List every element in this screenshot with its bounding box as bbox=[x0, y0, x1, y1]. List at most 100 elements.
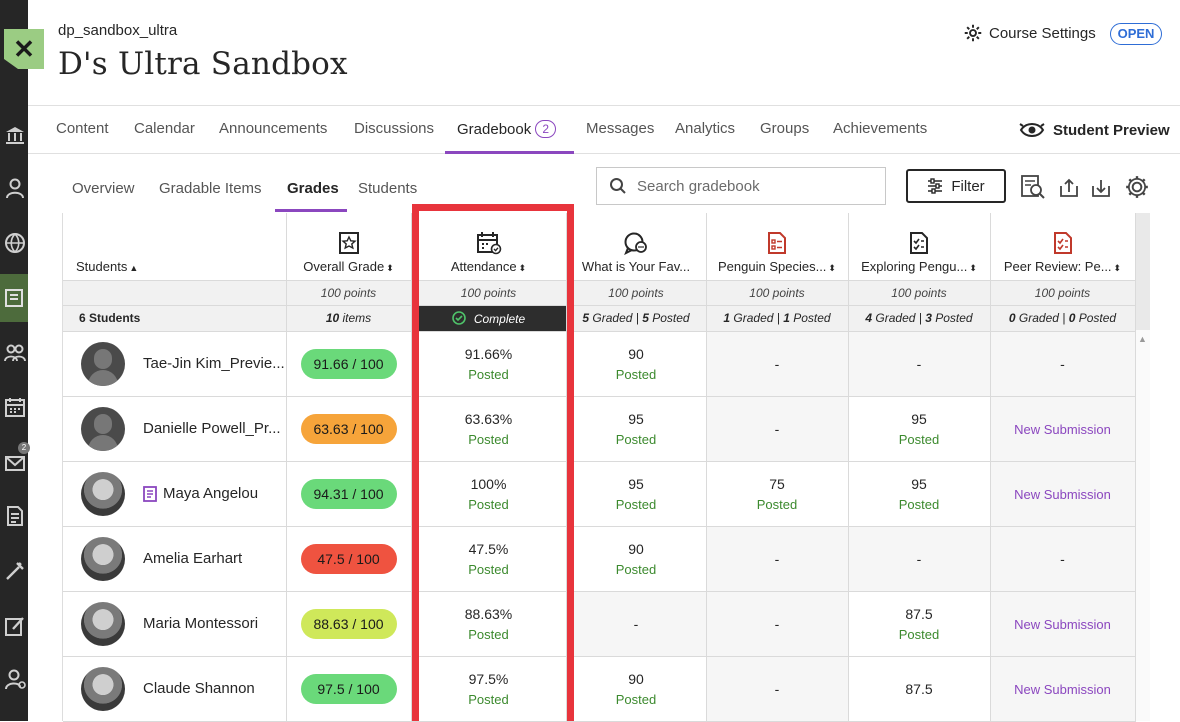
student-preview-button[interactable]: Student Preview bbox=[1019, 120, 1170, 140]
tab-messages[interactable]: Messages bbox=[586, 120, 655, 137]
student-name[interactable]: Danielle Powell_Pr... bbox=[143, 420, 281, 437]
grade-cell[interactable]: 75 Posted bbox=[706, 461, 849, 527]
subtab-gradable-items[interactable]: Gradable Items bbox=[159, 180, 262, 197]
download-icon[interactable] bbox=[1090, 174, 1112, 200]
grade-cell[interactable]: - bbox=[706, 591, 849, 657]
tab-discussions[interactable]: Discussions bbox=[354, 120, 435, 137]
grade-cell[interactable]: 87.5 Posted bbox=[848, 591, 991, 657]
tab-analytics[interactable]: Analytics bbox=[675, 120, 736, 137]
students-column-header[interactable]: Students ▲ bbox=[63, 213, 287, 281]
course-status-badge[interactable]: OPEN bbox=[1110, 23, 1162, 45]
grade-cell[interactable]: - bbox=[990, 526, 1136, 592]
grade-cell[interactable]: 97.5% Posted bbox=[411, 656, 567, 722]
overall-grade-cell[interactable]: 63.63 / 100 bbox=[286, 396, 412, 462]
grade-cell[interactable]: 47.5% Posted bbox=[411, 526, 567, 592]
exploring-penguins-column-header[interactable]: Exploring Pengu... ⬍ bbox=[848, 213, 991, 281]
export-icon[interactable] bbox=[1058, 174, 1080, 200]
student-cell[interactable]: Amelia Earhart bbox=[63, 526, 287, 592]
course-settings-button[interactable]: Course Settings bbox=[964, 24, 1096, 42]
grade-cell[interactable]: 95 Posted bbox=[848, 396, 991, 462]
calendar-icon[interactable] bbox=[4, 396, 26, 418]
grade-cell[interactable]: - bbox=[706, 396, 849, 462]
grade-cell[interactable]: 87.5 bbox=[848, 656, 991, 722]
globe-icon[interactable] bbox=[4, 232, 26, 254]
grade-cell[interactable]: 90 Posted bbox=[566, 331, 707, 397]
overall-grade-cell[interactable]: 47.5 / 100 bbox=[286, 526, 412, 592]
messages-icon[interactable] bbox=[4, 452, 26, 474]
overall-grade-pill[interactable]: 91.66 / 100 bbox=[300, 348, 397, 379]
grade-cell[interactable]: New Submission bbox=[990, 396, 1136, 462]
grade-cell[interactable]: 88.63% Posted bbox=[411, 591, 567, 657]
edit-icon[interactable] bbox=[4, 615, 26, 637]
grades-icon[interactable] bbox=[4, 505, 26, 527]
grade-cell[interactable]: 63.63% Posted bbox=[411, 396, 567, 462]
student-cell[interactable]: Maria Montessori bbox=[63, 591, 287, 657]
subtab-students[interactable]: Students bbox=[358, 180, 418, 197]
new-submission-link[interactable]: New Submission bbox=[1014, 616, 1111, 632]
subtab-overview[interactable]: Overview bbox=[72, 180, 135, 197]
new-submission-link[interactable]: New Submission bbox=[1014, 486, 1111, 502]
grade-cell[interactable]: 95 Posted bbox=[566, 396, 707, 462]
grade-cell[interactable]: - bbox=[990, 331, 1136, 397]
profile-icon[interactable] bbox=[4, 177, 26, 199]
grade-cell[interactable]: 100% Posted bbox=[411, 461, 567, 527]
overall-grade-pill[interactable]: 63.63 / 100 bbox=[300, 413, 397, 444]
grade-cell[interactable]: 95 Posted bbox=[566, 461, 707, 527]
tab-calendar[interactable]: Calendar bbox=[134, 120, 195, 137]
tab-achievements[interactable]: Achievements bbox=[833, 120, 928, 137]
groups-icon[interactable] bbox=[4, 342, 26, 364]
grade-cell[interactable]: New Submission bbox=[990, 461, 1136, 527]
grade-cell[interactable]: New Submission bbox=[990, 591, 1136, 657]
student-name[interactable]: Amelia Earhart bbox=[143, 550, 243, 567]
student-name[interactable]: Claude Shannon bbox=[143, 680, 255, 697]
grade-cell[interactable]: - bbox=[706, 526, 849, 592]
overall-grade-pill[interactable]: 94.31 / 100 bbox=[300, 478, 397, 509]
close-button[interactable]: ✕ bbox=[4, 29, 44, 69]
student-name[interactable]: Tae-Jin Kim_Previe... bbox=[143, 355, 285, 372]
overall-grade-cell[interactable]: 91.66 / 100 bbox=[286, 331, 412, 397]
institution-icon[interactable] bbox=[4, 124, 26, 146]
grade-cell[interactable]: - bbox=[848, 526, 991, 592]
student-cell[interactable]: Maya Angelou bbox=[63, 461, 287, 527]
scroll-up-arrow-icon[interactable]: ▲ bbox=[1138, 334, 1147, 344]
tools-icon[interactable] bbox=[4, 560, 26, 582]
attendance-complete-status[interactable]: Complete bbox=[411, 305, 567, 332]
grade-cell[interactable]: New Submission bbox=[990, 656, 1136, 722]
grade-cell[interactable]: 91.66% Posted bbox=[411, 331, 567, 397]
new-submission-link[interactable]: New Submission bbox=[1014, 681, 1111, 697]
student-cell[interactable]: Claude Shannon bbox=[63, 656, 287, 722]
tab-content[interactable]: Content bbox=[56, 120, 109, 137]
peer-review-column-header[interactable]: Peer Review: Pe... ⬍ bbox=[990, 213, 1136, 281]
overall-grade-pill[interactable]: 88.63 / 100 bbox=[300, 608, 397, 639]
student-cell[interactable]: Danielle Powell_Pr... bbox=[63, 396, 287, 462]
tab-announcements[interactable]: Announcements bbox=[219, 120, 328, 137]
grade-cell[interactable]: - bbox=[848, 331, 991, 397]
subtab-grades[interactable]: Grades bbox=[287, 180, 339, 197]
grade-cell[interactable]: 90 Posted bbox=[566, 656, 707, 722]
overall-grade-cell[interactable]: 94.31 / 100 bbox=[286, 461, 412, 527]
courses-icon[interactable] bbox=[0, 274, 28, 322]
grade-cell[interactable]: - bbox=[706, 331, 849, 397]
grade-cell[interactable]: - bbox=[706, 656, 849, 722]
student-name[interactable]: Maria Montessori bbox=[143, 615, 259, 632]
grade-cell[interactable]: - bbox=[566, 591, 707, 657]
gradebook-settings-gear-icon[interactable] bbox=[1124, 174, 1150, 200]
discussion-column-header[interactable]: What is Your Fav... bbox=[566, 213, 707, 281]
account-icon[interactable] bbox=[4, 668, 26, 690]
vertical-scrollbar[interactable]: ▲ bbox=[1136, 330, 1150, 721]
filter-button[interactable]: Filter bbox=[906, 169, 1006, 203]
new-submission-link[interactable]: New Submission bbox=[1014, 421, 1111, 437]
search-gradebook-field[interactable]: Search gradebook bbox=[596, 167, 886, 205]
grade-cell[interactable]: 90 Posted bbox=[566, 526, 707, 592]
student-cell[interactable]: Tae-Jin Kim_Previe... bbox=[63, 331, 287, 397]
tab-groups[interactable]: Groups bbox=[760, 120, 810, 137]
attendance-column-header[interactable]: Attendance ⬍ bbox=[411, 213, 567, 281]
penguin-species-column-header[interactable]: Penguin Species... ⬍ bbox=[706, 213, 849, 281]
overall-grade-column-header[interactable]: Overall Grade ⬍ bbox=[286, 213, 412, 281]
overall-grade-pill[interactable]: 47.5 / 100 bbox=[300, 543, 397, 574]
tab-gradebook[interactable]: Gradebook 2 bbox=[457, 120, 557, 138]
grade-cell[interactable]: 95 Posted bbox=[848, 461, 991, 527]
student-name[interactable]: Maya Angelou bbox=[163, 485, 259, 502]
overall-grade-cell[interactable]: 88.63 / 100 bbox=[286, 591, 412, 657]
grade-search-icon[interactable] bbox=[1020, 174, 1046, 200]
